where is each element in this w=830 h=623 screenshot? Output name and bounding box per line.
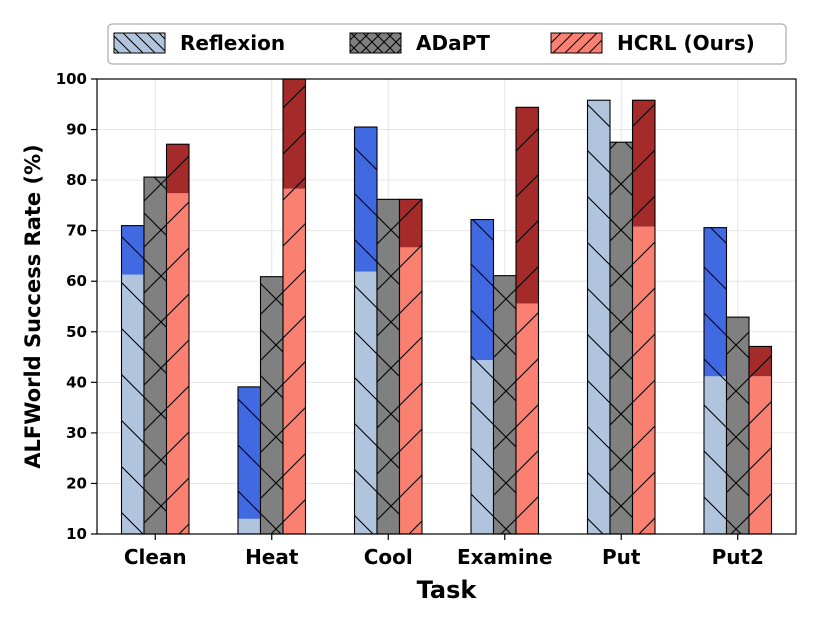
bar-adapt-heat-outline [259,276,284,535]
bar-hcrl-ours-heat-outline [282,78,307,535]
bar-adapt-clean-outline [143,176,168,535]
y-axis: 10 20 30 40 50 60 70 80 90 100 [56,70,97,543]
x-tick-label: Heat [245,545,299,569]
y-tick-label: 100 [56,70,87,88]
bar-hcrl-ours-clean-outline [165,143,190,535]
legend-label: ADaPT [416,31,490,55]
x-axis-title: Task [417,576,478,604]
y-tick-label: 70 [66,222,87,240]
bar-reflexion-put2-outline [703,227,728,535]
bar-hcrl-ours-examine-outline [515,106,540,535]
y-axis-title: ALFWorld Success Rate (%) [21,144,45,468]
legend-box [107,23,787,65]
y-tick-label: 50 [66,323,87,341]
bar-adapt-examine-outline [492,275,517,535]
bar-hcrl-ours-put2-outline [748,345,773,535]
legend-label: Reflexion [180,31,285,55]
bar-reflexion-put-outline [586,99,611,535]
y-tick-label: 90 [66,121,87,139]
legend-swatch-hatch [113,32,166,54]
bar-adapt-put-outline [609,141,634,535]
bar-reflexion-clean-outline [120,225,145,535]
x-tick-label: Clean [124,545,187,569]
x-tick-label: Put [602,545,641,569]
legend-label: HCRL (Ours) [617,31,755,55]
bar-adapt-put2-outline [725,316,750,535]
bars [120,78,773,535]
grid-lines [97,78,796,535]
x-tick-label: Cool [364,545,413,569]
y-tick-label: 10 [66,525,87,543]
bar-reflexion-heat-outline [237,386,262,535]
x-tick-label: Examine [457,545,553,569]
bar-hcrl-ours-put-outline [631,99,656,535]
legend-swatch-hatch [349,32,402,54]
x-axis: Clean Heat Cool Examine Put Put2 [124,534,764,569]
legend-swatch-hatch [550,32,603,54]
y-tick-label: 80 [66,171,87,189]
bar-reflexion-cool-outline [353,126,378,535]
legend: Reflexion ADaPT HCRL (Ours) [107,23,787,65]
y-tick-label: 40 [66,373,87,391]
x-tick-label: Put2 [712,545,764,569]
y-tick-label: 30 [66,424,87,442]
bar-hcrl-ours-cool-outline [398,198,423,535]
bar-adapt-cool-outline [376,198,401,535]
bar-reflexion-examine-outline [470,218,495,535]
plot-frame [96,78,797,535]
y-tick-label: 60 [66,272,87,290]
y-tick-label: 20 [66,474,87,492]
